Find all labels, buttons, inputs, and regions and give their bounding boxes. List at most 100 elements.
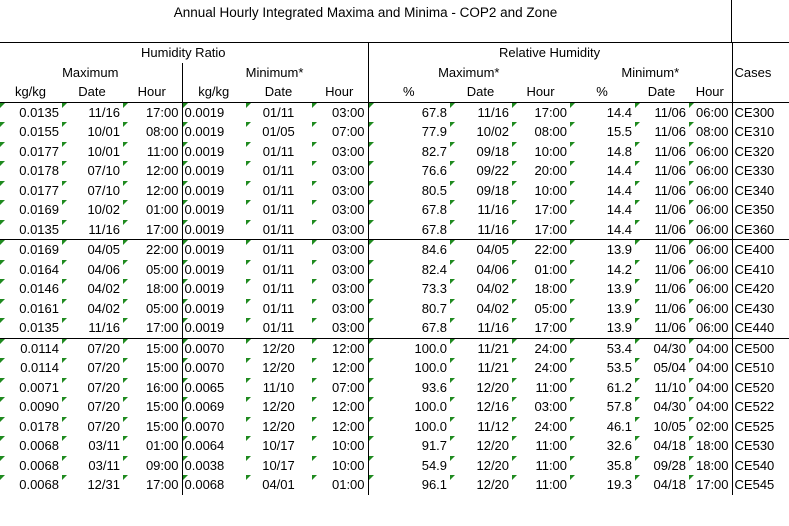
hr-max-value[interactable]: 0.0177: [0, 180, 62, 201]
rh-min-hour[interactable]: 04:00: [689, 358, 733, 378]
hr-max-value[interactable]: 0.0114: [0, 358, 62, 378]
rh-max-value[interactable]: 96.1: [368, 475, 450, 495]
rh-max-hour[interactable]: 11:00: [512, 377, 570, 398]
hr-max-date[interactable]: 07/10: [62, 180, 123, 201]
hr-max-hour[interactable]: 16:00: [123, 377, 183, 397]
rh-max-hour[interactable]: 05:00: [512, 298, 570, 319]
rh-min-value[interactable]: 13.9: [570, 298, 635, 319]
case-id[interactable]: CE440: [734, 320, 775, 336]
rh-max-hour[interactable]: 11:00: [512, 455, 570, 476]
hr-max-hour[interactable]: 08:00: [123, 122, 183, 142]
rh-max-value[interactable]: 54.9: [368, 455, 450, 476]
hr-max-value[interactable]: 0.0164: [0, 259, 62, 280]
hr-min-date[interactable]: 12/20: [246, 337, 312, 358]
hr-max-hour[interactable]: 01:00: [123, 200, 183, 220]
rh-min-value[interactable]: 14.4: [570, 219, 635, 240]
hr-max-date[interactable]: 07/20: [62, 377, 123, 398]
hr-max-value[interactable]: 0.0068: [0, 455, 62, 476]
rh-min-date[interactable]: 10/05: [635, 416, 689, 437]
hr-max-date[interactable]: 11/16: [62, 318, 123, 338]
rh-max-date[interactable]: 12/20: [450, 436, 512, 456]
hr-min-hour[interactable]: 07:00: [312, 377, 369, 397]
rh-min-date[interactable]: 09/28: [635, 455, 689, 476]
hr-min-hour[interactable]: 03:00: [312, 219, 369, 240]
hr-min-value[interactable]: 0.0070: [182, 416, 246, 437]
hr-max-value[interactable]: 0.0135: [0, 102, 62, 122]
rh-max-hour[interactable]: 17:00: [512, 219, 570, 240]
rh-min-hour[interactable]: 06:00: [689, 141, 733, 161]
hr-min-date[interactable]: 04/01: [246, 475, 312, 495]
case-id[interactable]: CE420: [734, 281, 775, 297]
hr-max-date[interactable]: 04/02: [62, 279, 123, 299]
hr-max-value[interactable]: 0.0161: [0, 298, 62, 319]
rh-max-value[interactable]: 91.7: [368, 436, 450, 456]
case-id[interactable]: CE525: [734, 418, 775, 434]
rh-max-hour[interactable]: 01:00: [512, 259, 570, 280]
hr-max-date[interactable]: 04/06: [62, 259, 123, 280]
hr-min-value[interactable]: 0.0064: [182, 436, 246, 456]
hr-max-value[interactable]: 0.0071: [0, 377, 62, 398]
hr-max-hour[interactable]: 17:00: [123, 219, 183, 240]
hr-max-date[interactable]: 10/01: [62, 122, 123, 142]
hr-max-date[interactable]: 07/20: [62, 337, 123, 358]
rh-max-hour[interactable]: 08:00: [512, 122, 570, 142]
rh-min-value[interactable]: 61.2: [570, 377, 635, 398]
hr-min-value[interactable]: 0.0069: [182, 397, 246, 417]
rh-max-hour[interactable]: 10:00: [512, 180, 570, 201]
hr-min-hour[interactable]: 03:00: [312, 200, 369, 220]
rh-min-hour[interactable]: 18:00: [689, 455, 733, 475]
rh-max-value[interactable]: 67.8: [368, 102, 450, 122]
hr-min-value[interactable]: 0.0068: [182, 475, 246, 495]
rh-max-value[interactable]: 77.9: [368, 122, 450, 142]
hr-max-date[interactable]: 11/16: [62, 102, 123, 122]
hr-min-value[interactable]: 0.0038: [182, 455, 246, 476]
hr-min-date[interactable]: 01/11: [246, 219, 312, 240]
hr-min-hour[interactable]: 03:00: [312, 102, 369, 122]
rh-min-date[interactable]: 11/06: [635, 122, 689, 142]
rh-max-value[interactable]: 100.0: [368, 337, 451, 358]
rh-max-date[interactable]: 04/02: [450, 279, 512, 299]
hr-min-date[interactable]: 01/11: [246, 200, 312, 220]
hr-max-hour[interactable]: 09:00: [123, 455, 183, 475]
hr-max-value[interactable]: 0.0146: [0, 279, 62, 299]
hr-max-hour[interactable]: 05:00: [123, 298, 183, 318]
hr-min-date[interactable]: 01/11: [246, 141, 312, 162]
hr-max-date[interactable]: 04/02: [62, 298, 123, 319]
hr-max-date[interactable]: 07/20: [62, 358, 123, 378]
hr-min-date[interactable]: 01/11: [246, 259, 312, 280]
hr-max-value[interactable]: 0.0135: [0, 318, 62, 338]
rh-max-hour[interactable]: 03:00: [512, 397, 570, 417]
rh-max-hour[interactable]: 11:00: [512, 475, 570, 495]
hr-max-date[interactable]: 10/01: [62, 141, 123, 162]
hr-min-value[interactable]: 0.0070: [182, 337, 246, 358]
rh-max-hour[interactable]: 11:00: [512, 436, 570, 456]
hr-max-date[interactable]: 07/20: [62, 397, 123, 417]
case-id[interactable]: CE410: [734, 261, 775, 277]
hr-min-hour[interactable]: 12:00: [312, 358, 369, 378]
hr-max-hour[interactable]: 17:00: [123, 102, 183, 122]
hr-min-value[interactable]: 0.0019: [182, 200, 246, 220]
rh-max-value[interactable]: 93.6: [368, 377, 450, 398]
hr-max-value[interactable]: 0.0155: [0, 122, 62, 142]
hr-min-value[interactable]: 0.0065: [182, 377, 246, 398]
rh-min-hour[interactable]: 06:00: [689, 161, 733, 181]
rh-min-value[interactable]: 53.4: [570, 337, 636, 358]
hr-max-value[interactable]: 0.0178: [0, 416, 62, 437]
case-id[interactable]: CE320: [734, 143, 775, 159]
hr-max-hour[interactable]: 15:00: [123, 397, 183, 417]
hr-max-date[interactable]: 07/10: [62, 161, 123, 181]
rh-max-value[interactable]: 100.0: [368, 358, 450, 378]
rh-min-hour[interactable]: 02:00: [689, 416, 733, 436]
hr-min-hour[interactable]: 03:00: [312, 298, 369, 318]
case-id[interactable]: CE350: [734, 202, 775, 218]
rh-max-date[interactable]: 04/02: [450, 298, 512, 319]
rh-min-value[interactable]: 14.4: [570, 161, 635, 181]
rh-min-date[interactable]: 04/18: [635, 475, 689, 495]
case-id[interactable]: CE522: [734, 399, 775, 415]
rh-max-date[interactable]: 09/18: [450, 180, 512, 201]
hr-min-date[interactable]: 01/11: [246, 102, 312, 122]
rh-max-value[interactable]: 67.8: [368, 219, 450, 240]
rh-max-hour[interactable]: 18:00: [512, 279, 570, 299]
hr-min-hour[interactable]: 07:00: [312, 122, 369, 142]
rh-min-date[interactable]: 11/06: [635, 161, 689, 181]
